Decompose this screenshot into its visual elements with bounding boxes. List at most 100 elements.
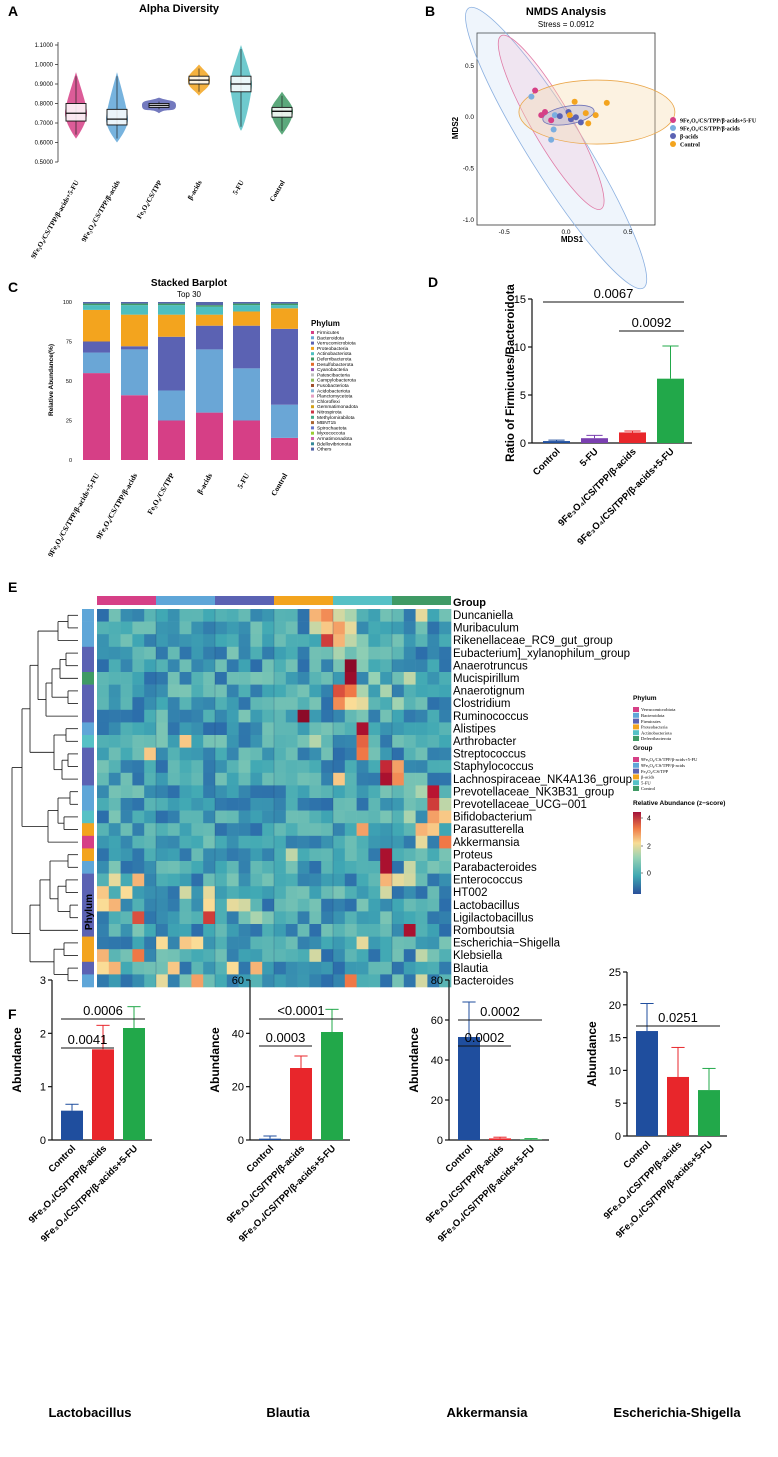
stacked-segment-others [121, 302, 148, 304]
heatmap-cell [238, 823, 251, 837]
heatmap-cell [120, 835, 133, 849]
heatmap-cell [144, 697, 157, 711]
xtick-label: 5-FU [578, 446, 601, 469]
phylum-legend-label: Gemmatimonadota [317, 404, 358, 410]
heatmap-cell [262, 621, 275, 635]
panel-label-e: E [8, 579, 17, 595]
group-bar-segment [156, 596, 215, 605]
heatmap-cell [439, 936, 452, 950]
heatmap-cell [274, 659, 287, 673]
heatmap-cell [344, 949, 357, 963]
heatmap-cell [356, 974, 369, 988]
heatmap-cell [97, 911, 110, 925]
heatmap-cell [427, 886, 440, 900]
heatmap-cell [297, 672, 310, 685]
heatmap-cell [215, 835, 228, 849]
heatmap-cell [97, 823, 110, 837]
heatmap-cell [203, 646, 216, 660]
heatmap-cell [439, 798, 452, 811]
heatmap-cell [132, 810, 145, 824]
heatmap-cell [226, 747, 239, 761]
heatmap-cell [392, 747, 405, 761]
heatmap-cell [179, 646, 192, 660]
phylum-bar-segment [82, 747, 94, 761]
heatmap-cell [356, 924, 369, 937]
panel-label-b: B [425, 3, 435, 19]
heatmap-cell [439, 924, 452, 937]
heatmap-cell [156, 898, 169, 912]
heatmap-cell [321, 898, 334, 912]
heatmap-cell [120, 936, 133, 950]
heatmap-cell [179, 848, 192, 862]
heatmap-cell [203, 886, 216, 900]
phylum-bar-segment [82, 760, 94, 774]
heatmap-cell [392, 735, 405, 748]
heatmap-cell [215, 848, 228, 862]
heatmap-cell [179, 709, 192, 723]
heatmap-cell [203, 974, 216, 988]
heatmap-cell [203, 785, 216, 799]
heatmap-phylum-swatch [633, 707, 639, 712]
heatmap-cell [368, 861, 381, 874]
heatmap-cell [380, 609, 393, 622]
heatmap-cell [132, 798, 145, 811]
heatmap-cell [132, 911, 145, 925]
heatmap-cell [156, 823, 169, 837]
heatmap-cell [427, 634, 440, 648]
heatmap-cell [415, 798, 428, 811]
heatmap-cell [262, 961, 275, 975]
bar-control [458, 1037, 480, 1140]
heatmap-cell [156, 911, 169, 925]
heatmap-cell [274, 646, 287, 660]
heatmap-cell [439, 760, 452, 774]
heatmap-cell [392, 949, 405, 963]
heatmap-cell [368, 609, 381, 622]
stacked-segment-verrucomicrobiota [233, 325, 260, 369]
heatmap-cell [179, 697, 192, 711]
heatmap-cell [167, 659, 180, 673]
heatmap-cell [132, 848, 145, 862]
heatmap-cell [274, 823, 287, 837]
heatmap-cell [203, 823, 216, 837]
heatmap-cell [167, 961, 180, 975]
heatmap-cell [97, 735, 110, 748]
heatmap-cell [250, 684, 263, 698]
heatmap-cell [427, 798, 440, 811]
heatmap-cell [250, 760, 263, 774]
heatmap-cell [156, 861, 169, 874]
heatmap-cell [392, 722, 405, 736]
panel-a-ytick: 0.6000 [35, 141, 54, 147]
heatmap-cell [321, 621, 334, 635]
heatmap-cell [403, 848, 416, 862]
heatmap-cell [415, 911, 428, 925]
heatmap-cell [215, 621, 228, 635]
heatmap-cell [415, 835, 428, 849]
heatmap-cell [226, 936, 239, 950]
heatmap-cell [344, 848, 357, 862]
heatmap-cell [120, 609, 133, 622]
heatmap-cell [427, 810, 440, 824]
phylum-swatch [311, 405, 314, 409]
phylum-bar-segment [82, 810, 94, 824]
stacked-segment-bacteroidota [233, 368, 260, 421]
bar-9fe-o-cs-tpp-acids [92, 1049, 114, 1140]
heatmap-cell [226, 949, 239, 963]
panel-label-f: F [8, 1006, 17, 1022]
stacked-segment-firmicutes [83, 373, 110, 460]
heatmap-cell [108, 949, 121, 963]
heatmap-cell [132, 735, 145, 748]
heatmap-cell [250, 835, 263, 849]
heatmap-cell [309, 848, 322, 862]
heatmap-cell [156, 697, 169, 711]
heatmap-cell [427, 911, 440, 925]
heatmap-cell [262, 772, 275, 786]
heatmap-cell [285, 760, 298, 774]
nmds-point [603, 99, 610, 106]
heatmap-cell [191, 621, 204, 635]
heatmap-cell [132, 835, 145, 849]
heatmap-cell [439, 785, 452, 799]
heatmap-cell [333, 760, 346, 774]
heatmap-cell [144, 911, 157, 925]
heatmap-cell [238, 911, 251, 925]
heatmap-cell [356, 684, 369, 698]
